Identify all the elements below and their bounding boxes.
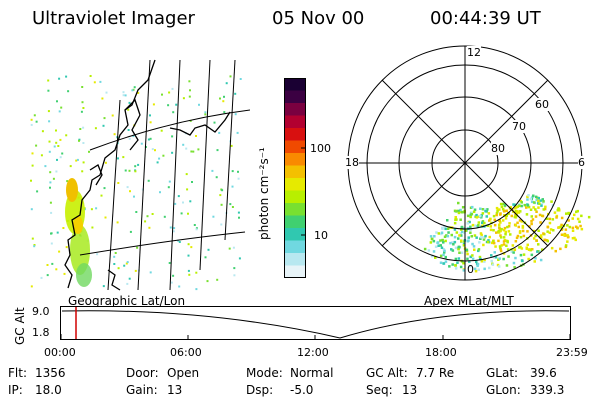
seq-label: Seq: — [366, 383, 393, 397]
lat-label-80: 80 — [491, 142, 505, 155]
dsp-value: -5.0 — [290, 383, 314, 397]
dsp-label: Dsp: — [246, 383, 274, 397]
seq-value: 13 — [402, 383, 418, 397]
date-readout: 05 Nov 00 — [272, 8, 365, 29]
ip-label: IP: — [8, 383, 23, 397]
gain-value: 13 — [167, 383, 183, 397]
timeline-xtick-0600: 06:00 — [170, 346, 202, 359]
timeline-xtick-0000: 00:00 — [44, 346, 76, 359]
flt-value: 1356 — [35, 366, 66, 380]
colorbar-tick-10: 10 — [314, 229, 328, 242]
app-title: Ultraviolet Imager — [32, 8, 195, 29]
timeline-xtick-1800: 18:00 — [425, 346, 457, 359]
timeline-axis-label: GC Alt — [13, 307, 27, 345]
time-readout: 00:44:39 UT — [430, 8, 541, 29]
colorbar-gradient — [284, 78, 306, 278]
orbit-altitude-timeline — [60, 306, 571, 340]
ip-value: 18.0 — [35, 383, 62, 397]
colorbar-unit-label: photon cm⁻²s⁻¹ — [257, 147, 271, 240]
left-map-speckle — [30, 75, 242, 291]
mlt-label-18: 18 — [345, 156, 359, 169]
door-label: Door: — [126, 366, 159, 380]
colorbar-tick-100: 100 — [310, 142, 331, 155]
gcalt-value: 7.7 Re — [416, 366, 455, 380]
coastal-emission — [65, 178, 92, 287]
lat-label-60: 60 — [535, 98, 549, 111]
polar-grid — [347, 45, 583, 281]
mlt-label-12: 12 — [467, 46, 481, 59]
geographic-map — [30, 59, 250, 291]
glat-label: GLat: — [486, 366, 519, 380]
timeline-xtick-2359: 23:59 — [556, 346, 588, 359]
gain-label: Gain: — [126, 383, 158, 397]
flt-label: Flt: — [8, 366, 27, 380]
lat-label-70: 70 — [512, 120, 526, 133]
polar-plot — [347, 45, 591, 281]
geographic-label: Geographic Lat/Lon — [68, 294, 186, 308]
glat-value: 39.6 — [530, 366, 557, 380]
timeline-xtick-1200: 12:00 — [297, 346, 329, 359]
lat-lon-grid — [79, 59, 250, 291]
apex-label: Apex MLat/MLT — [424, 294, 514, 308]
coastline — [64, 59, 231, 291]
timeline-ytick-low: 1.8 — [32, 326, 50, 339]
gcalt-label: GC Alt: — [366, 366, 408, 380]
glon-value: 339.3 — [530, 383, 565, 397]
glon-label: GLon: — [486, 383, 521, 397]
door-value: Open — [167, 366, 200, 380]
mlt-label-6: 6 — [578, 156, 585, 169]
mlt-label-0: 0 — [467, 263, 474, 276]
timeline-ytick-high: 9.0 — [32, 305, 50, 318]
colorbar — [284, 78, 306, 278]
mode-label: Mode: — [246, 366, 283, 380]
mode-value: Normal — [290, 366, 334, 380]
